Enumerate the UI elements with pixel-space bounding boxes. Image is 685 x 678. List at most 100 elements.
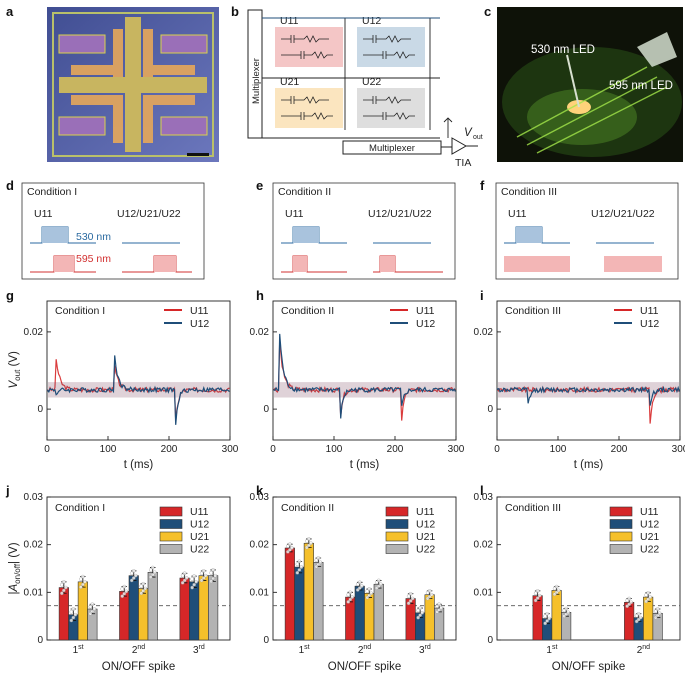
sample-point bbox=[299, 565, 304, 569]
legend-label-U21: U21 bbox=[190, 531, 209, 543]
y-axis-label: Vout (V) bbox=[8, 351, 22, 388]
category-label: 1st bbox=[546, 644, 557, 656]
multiplexer-left-box bbox=[247, 9, 263, 139]
x-tick-label: 0 bbox=[494, 444, 500, 455]
panel-letter-f: f bbox=[480, 178, 485, 193]
cell-label-U22: U22 bbox=[362, 76, 381, 88]
sample-point bbox=[190, 585, 194, 590]
bar-U21 bbox=[551, 590, 562, 641]
legend-label-U11: U11 bbox=[640, 305, 659, 317]
legend-swatch-U12 bbox=[385, 519, 409, 529]
x-tick-label: 100 bbox=[100, 444, 117, 455]
legend-swatch-U21 bbox=[385, 531, 409, 542]
multiplexer-bottom-label: Multiplexer bbox=[369, 143, 415, 154]
chart-title: Condition I bbox=[55, 305, 105, 317]
x-axis-label: t (ms) bbox=[350, 459, 380, 471]
legend-label-U22: U22 bbox=[640, 544, 659, 556]
cell-label-U11: U11 bbox=[280, 15, 299, 27]
sample-point bbox=[297, 559, 302, 564]
y-axis-label: |Aon/off| (V) bbox=[8, 542, 22, 594]
sample-point bbox=[192, 582, 196, 587]
bar-chart-1: Condition I 0 0.01 0.02 0.03 |Aon/off| (V) U11… bbox=[8, 492, 231, 673]
legend-label-U11: U11 bbox=[416, 506, 435, 518]
sample-point bbox=[346, 592, 351, 597]
sample-point bbox=[148, 568, 153, 572]
sample-point bbox=[83, 579, 87, 584]
y-tick-label: 0 bbox=[37, 635, 43, 646]
sample-point bbox=[318, 560, 323, 565]
bar-U11 bbox=[179, 577, 190, 641]
x-axis-label: ON/OFF spike bbox=[328, 661, 401, 673]
sample-point bbox=[535, 589, 540, 593]
vout-subscript: out bbox=[473, 134, 483, 141]
y-tick-label: 0 bbox=[487, 635, 493, 646]
left-unit-label: U11 bbox=[508, 208, 527, 220]
legend-label-U21: U21 bbox=[416, 531, 435, 543]
multiplexer-left-label: Multiplexer bbox=[251, 58, 262, 104]
sample-point bbox=[657, 611, 662, 616]
bar-U21 bbox=[77, 581, 88, 641]
legend-swatch-U11 bbox=[159, 506, 183, 517]
sample-point bbox=[120, 587, 125, 591]
sample-point bbox=[638, 615, 643, 620]
sample-point bbox=[554, 584, 559, 589]
sample-point bbox=[148, 575, 153, 579]
sample-point bbox=[124, 589, 129, 594]
blue-wavelength-label: 530 nm bbox=[76, 231, 111, 243]
sample-point bbox=[184, 576, 189, 580]
sample-point bbox=[627, 596, 632, 601]
legend-swatch-U11 bbox=[609, 506, 633, 517]
sample-point bbox=[537, 593, 542, 598]
red-wavelength-label: 595 nm bbox=[76, 253, 111, 265]
sample-point bbox=[357, 580, 362, 585]
panel-letter-h: h bbox=[256, 288, 264, 303]
legend-label-U11: U11 bbox=[640, 506, 659, 518]
sample-point bbox=[307, 537, 311, 541]
bar-U11 bbox=[119, 591, 130, 641]
red-pulse-fill-left bbox=[293, 256, 307, 272]
cell-element-bottom bbox=[363, 51, 415, 59]
category-label: 1st bbox=[299, 644, 310, 656]
sample-point bbox=[201, 569, 206, 573]
sample-point bbox=[60, 582, 64, 587]
red-constant-fill-left bbox=[504, 256, 570, 272]
tia-amplifier bbox=[441, 137, 478, 155]
sample-point bbox=[564, 606, 569, 611]
trace-U12 bbox=[496, 385, 680, 406]
column-wires bbox=[344, 18, 431, 130]
sample-point bbox=[295, 570, 300, 575]
led-530-label: 530 nm LED bbox=[531, 44, 595, 56]
sample-point bbox=[213, 573, 217, 578]
sample-point bbox=[533, 598, 538, 603]
sample-point bbox=[629, 600, 634, 605]
x-tick-label: 200 bbox=[611, 444, 628, 455]
right-unit-label: U12/U21/U22 bbox=[117, 208, 181, 220]
bar-U21 bbox=[138, 588, 149, 641]
sample-point bbox=[406, 594, 411, 598]
led-595-label: 595 nm LED bbox=[609, 80, 673, 92]
y-tick-label: 0.02 bbox=[24, 540, 44, 551]
x-axis-label: ON/OFF spike bbox=[552, 661, 625, 673]
cell-element-bottom bbox=[281, 51, 333, 59]
sample-point bbox=[141, 581, 146, 586]
bar-U21 bbox=[198, 575, 209, 641]
sample-point bbox=[295, 562, 300, 567]
cell-label-U21: U21 bbox=[280, 76, 299, 88]
sample-point bbox=[182, 571, 187, 576]
sample-point bbox=[139, 584, 144, 588]
chart-title: Condition III bbox=[505, 305, 561, 317]
sample-point bbox=[150, 565, 155, 570]
panel-letter-i: i bbox=[480, 288, 484, 303]
circuit-schematic: Multiplexer U11 U12 U21 U22 Multiplexer V out TI… bbox=[247, 9, 483, 169]
sample-point bbox=[211, 576, 215, 581]
trace-U12 bbox=[46, 355, 230, 425]
sample-point bbox=[309, 541, 313, 546]
x-tick-label: 100 bbox=[550, 444, 567, 455]
y-tick-label: 0.01 bbox=[474, 587, 494, 598]
bar-U11 bbox=[405, 598, 416, 641]
panel-letter-d: d bbox=[6, 178, 14, 193]
panel-letter-k: k bbox=[256, 483, 264, 498]
legend-label-U11: U11 bbox=[190, 305, 209, 317]
